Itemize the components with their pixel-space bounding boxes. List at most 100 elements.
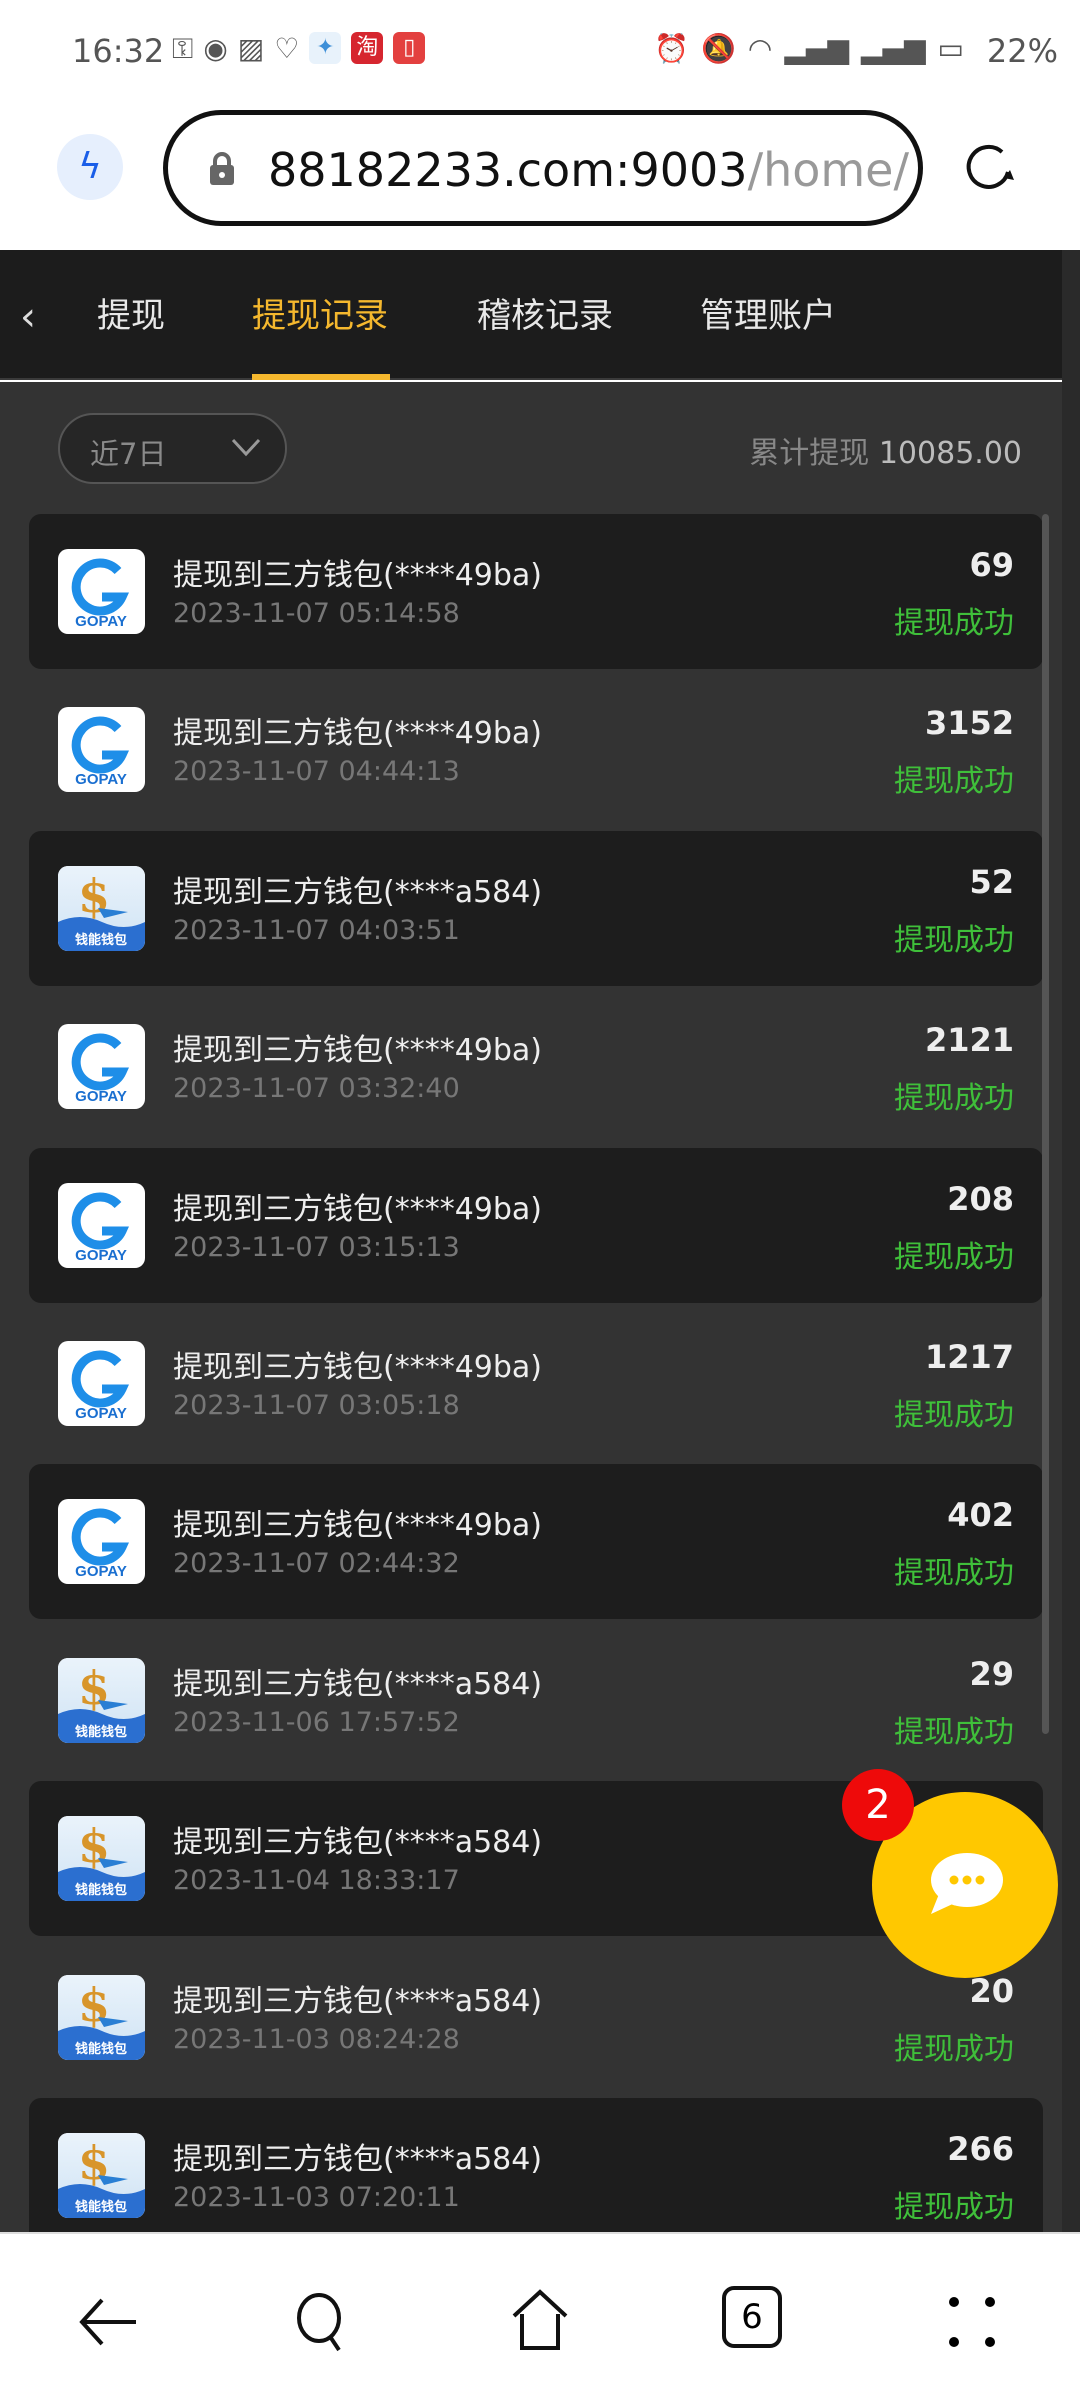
record-row[interactable]: $ 钱能钱包 提现到三方钱包(****a584) 2023-11-03 07:20… xyxy=(29,2098,1043,2232)
record-amount: 1217 xyxy=(924,1338,1014,1376)
qianneng-wallet-logo-icon: $钱能钱包 xyxy=(58,865,145,951)
taobao-icon: 淘 xyxy=(351,32,384,64)
wallet-logo: GOPAY xyxy=(58,549,145,634)
date-range-dropdown[interactable]: 近7日 xyxy=(58,413,287,484)
svg-text:钱能钱包: 钱能钱包 xyxy=(75,1882,127,1898)
unread-badge: 2 xyxy=(842,1769,914,1841)
record-date: 2023-11-04 18:33:17 xyxy=(173,1865,460,1897)
record-row[interactable]: GOPAY 提现到三方钱包(****49ba) 2023-11-07 05:14… xyxy=(29,514,1043,669)
record-date: 2023-11-07 04:44:13 xyxy=(173,756,460,788)
record-date: 2023-11-07 03:32:40 xyxy=(173,1073,460,1105)
menu-dots-icon[interactable] xyxy=(936,2286,1008,2358)
record-date: 2023-11-03 08:24:28 xyxy=(173,2023,460,2055)
app-icon: ▨ xyxy=(237,32,265,65)
5g-signal-icon: ▂▄▆ xyxy=(860,32,926,65)
back-arrow-icon[interactable] xyxy=(72,2286,144,2358)
bird-app-icon: ✦ xyxy=(309,32,342,64)
record-amount: 2121 xyxy=(924,1021,1014,1060)
record-row[interactable]: GOPAY 提现到三方钱包(****49ba) 2023-11-07 02:44… xyxy=(29,1464,1043,1620)
wifi-icon: ◠ xyxy=(747,32,773,65)
page-scrollbar-track xyxy=(1062,250,1080,2232)
record-title: 提现到三方钱包(****a584) xyxy=(173,1825,543,1861)
record-status: 提现成功 xyxy=(894,922,1014,958)
record-status: 提现成功 xyxy=(894,2190,1014,2225)
home-icon[interactable] xyxy=(504,2286,576,2358)
record-amount: 266 xyxy=(947,2130,1014,2168)
wallet-logo: GOPAY xyxy=(58,1341,145,1426)
total-withdrawn: 累计提现 10085.00 xyxy=(749,436,1022,471)
app-icon: ♡ xyxy=(274,32,300,65)
record-title: 提现到三方钱包(****a584) xyxy=(173,1666,543,1702)
browser-toolbar: ϟ 88182233.com:9003/home/ xyxy=(0,100,1080,250)
record-title: 提现到三方钱包(****49ba) xyxy=(173,1191,543,1227)
svg-text:钱能钱包: 钱能钱包 xyxy=(75,2041,127,2057)
record-amount: 29 xyxy=(969,1654,1014,1693)
key-icon: ⚿ xyxy=(172,32,194,65)
gopay-logo-icon: GOPAY xyxy=(71,1350,130,1422)
battery-icon: ▭ xyxy=(937,32,964,65)
gopay-logo-icon: GOPAY xyxy=(71,1192,130,1264)
record-row[interactable]: GOPAY 提现到三方钱包(****49ba) 2023-11-07 04:44… xyxy=(29,672,1043,827)
record-status: 提现成功 xyxy=(894,764,1014,800)
record-status: 提现成功 xyxy=(894,1239,1014,1275)
list-scrollbar[interactable] xyxy=(1042,514,1049,1734)
bolt-icon[interactable]: ϟ xyxy=(57,134,123,200)
record-amount: 3152 xyxy=(924,704,1014,743)
tab-withdraw-records[interactable]: 提现记录 xyxy=(252,296,388,336)
record-status: 提现成功 xyxy=(894,1081,1014,1117)
eye-icon: ◉ xyxy=(203,32,228,65)
svg-text:GOPAY: GOPAY xyxy=(75,613,127,630)
qianneng-wallet-logo-icon: $钱能钱包 xyxy=(58,1974,145,2060)
tab-bar: ‹ 提现 提现记录 稽核记录 管理账户 xyxy=(0,250,1062,380)
record-title: 提现到三方钱包(****49ba) xyxy=(173,1508,543,1544)
record-row[interactable]: $ 钱能钱包 提现到三方钱包(****a584) 2023-11-07 04:03… xyxy=(29,830,1043,986)
record-row[interactable]: GOPAY 提现到三方钱包(****49ba) 2023-11-07 03:05… xyxy=(29,1306,1043,1461)
system-icons: ⏰ 🔕 ◠ ▂▄▆ ▂▄▆ ▭ xyxy=(654,32,964,65)
record-amount: 20 xyxy=(969,1971,1014,2010)
record-title: 提现到三方钱包(****49ba) xyxy=(173,1033,543,1069)
svg-text:GOPAY: GOPAY xyxy=(75,1563,127,1580)
record-amount: 69 xyxy=(969,546,1014,584)
record-date: 2023-11-06 17:57:52 xyxy=(173,1706,460,1738)
record-row[interactable]: GOPAY 提现到三方钱包(****49ba) 2023-11-07 03:32… xyxy=(29,989,1043,1144)
search-icon[interactable] xyxy=(286,2286,358,2358)
record-date: 2023-11-07 05:14:58 xyxy=(173,598,460,629)
record-row[interactable]: GOPAY 提现到三方钱包(****49ba) 2023-11-07 03:15… xyxy=(29,1147,1043,1303)
wallet-logo: GOPAY xyxy=(58,1024,145,1110)
record-title: 提现到三方钱包(****a584) xyxy=(173,2142,543,2177)
tabs-count-button[interactable]: 6 xyxy=(722,2286,782,2348)
qianneng-wallet-logo-icon: $钱能钱包 xyxy=(58,1657,145,1743)
svg-text:钱能钱包: 钱能钱包 xyxy=(75,2199,127,2215)
chat-bubble-icon xyxy=(931,1853,1003,1914)
svg-text:GOPAY: GOPAY xyxy=(75,1405,127,1422)
alarm-icon: ⏰ xyxy=(654,32,689,65)
gopay-logo-icon: GOPAY xyxy=(71,716,130,788)
book-app-icon: ▯ xyxy=(393,32,426,64)
wallet-logo: $ 钱能钱包 xyxy=(58,2133,145,2218)
mute-icon: 🔕 xyxy=(701,32,736,65)
wallet-logo: $ 钱能钱包 xyxy=(58,865,145,951)
record-date: 2023-11-07 03:15:13 xyxy=(173,1231,460,1263)
gopay-logo-icon: GOPAY xyxy=(71,558,130,630)
record-title: 提现到三方钱包(****49ba) xyxy=(173,558,543,593)
wallet-logo: GOPAY xyxy=(58,1499,145,1585)
tab-manage-accounts[interactable]: 管理账户 xyxy=(700,296,836,336)
browser-bottom-nav: 6 xyxy=(0,2232,1080,2400)
record-status: 提现成功 xyxy=(894,1398,1014,1433)
record-title: 提现到三方钱包(****a584) xyxy=(173,874,543,910)
svg-text:GOPAY: GOPAY xyxy=(75,1247,127,1264)
record-status: 提现成功 xyxy=(894,2031,1014,2067)
address-bar[interactable]: 88182233.com:9003/home/ xyxy=(163,110,923,226)
record-row[interactable]: $ 钱能钱包 提现到三方钱包(****a584) 2023-11-06 17:57… xyxy=(29,1623,1043,1778)
qianneng-wallet-logo-icon: $钱能钱包 xyxy=(58,1816,145,1902)
reload-icon[interactable] xyxy=(960,138,1018,196)
chevron-down-icon xyxy=(231,438,261,457)
record-row[interactable]: $ 钱能钱包 提现到三方钱包(****a584) 2023-11-03 08:24… xyxy=(29,1940,1043,2095)
wallet-logo: $ 钱能钱包 xyxy=(58,1974,145,2060)
tab-audit-records[interactable]: 稽核记录 xyxy=(477,296,613,336)
record-status: 提现成功 xyxy=(894,606,1014,641)
back-chevron-icon[interactable]: ‹ xyxy=(20,294,36,340)
tab-withdraw[interactable]: 提现 xyxy=(97,296,165,336)
battery-level: 22% xyxy=(986,32,1058,70)
record-title: 提现到三方钱包(****a584) xyxy=(173,1983,543,2019)
